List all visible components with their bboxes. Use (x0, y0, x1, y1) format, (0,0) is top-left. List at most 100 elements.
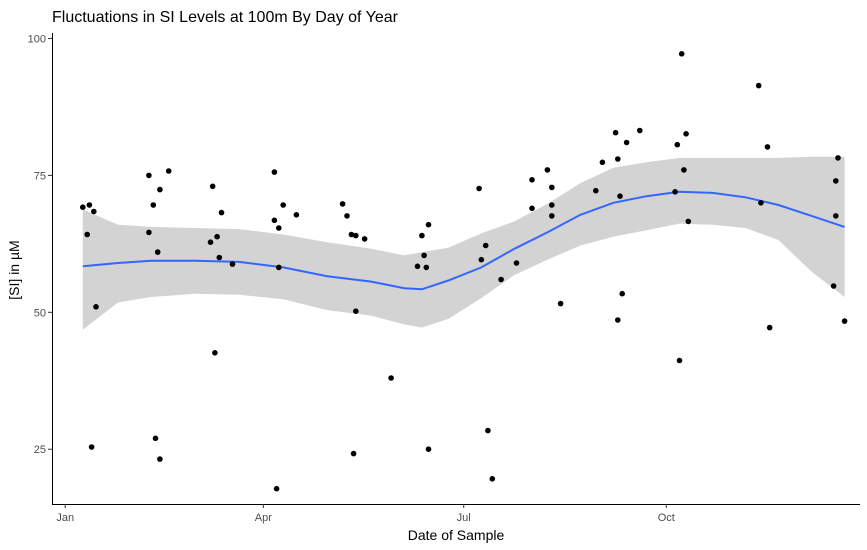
data-point (423, 264, 430, 271)
data-point (678, 51, 685, 57)
data-point (637, 127, 643, 134)
data-point (344, 213, 350, 219)
data-point (150, 202, 157, 208)
data-point (549, 213, 555, 219)
data-point (482, 242, 489, 249)
data-point (350, 450, 357, 457)
data-point (529, 177, 535, 183)
y-tick-label: 25 (34, 444, 46, 456)
data-point (513, 260, 520, 266)
data-point (478, 256, 485, 263)
y-tick-label: 50 (34, 307, 46, 319)
data-point (146, 172, 152, 179)
data-point (84, 231, 90, 238)
data-point (830, 283, 837, 289)
data-point (676, 357, 683, 364)
data-point (529, 205, 535, 212)
data-point (154, 249, 161, 255)
data-point (615, 317, 621, 323)
data-point (280, 202, 287, 208)
data-point (276, 264, 282, 271)
data-point (93, 304, 99, 310)
data-point (764, 144, 771, 150)
data-points-layer (80, 51, 848, 492)
data-point (617, 193, 623, 199)
y-tick-label: 100 (28, 33, 46, 45)
data-point (229, 261, 236, 267)
data-point (157, 186, 163, 193)
data-point (88, 444, 95, 450)
x-axis-title: Date of Sample (408, 527, 505, 543)
data-point (353, 232, 359, 239)
data-point (91, 208, 97, 215)
data-point (212, 350, 218, 356)
data-point (758, 200, 764, 206)
data-point (672, 189, 678, 195)
data-point (207, 239, 214, 245)
x-tick-label: Jul (457, 512, 471, 524)
data-point (421, 252, 427, 259)
confidence-band (82, 156, 845, 330)
data-point (833, 213, 839, 219)
data-point (476, 185, 482, 192)
smooth-line (82, 190, 845, 291)
data-point (271, 217, 278, 224)
smooth-line-layer (82, 190, 845, 291)
y-tick-label: 75 (34, 170, 46, 182)
data-point (273, 485, 280, 492)
data-point (216, 254, 223, 261)
confidence-band-layer (82, 156, 845, 330)
data-point (425, 221, 432, 228)
data-point (619, 290, 625, 297)
data-point (86, 202, 93, 208)
x-tick-label: Apr (255, 512, 272, 524)
data-point (348, 231, 355, 238)
data-point (498, 276, 504, 283)
data-point (599, 159, 606, 166)
data-point (549, 202, 555, 208)
data-point (685, 218, 692, 225)
data-point (485, 427, 491, 434)
data-point (214, 233, 220, 240)
data-point (353, 308, 359, 315)
data-point (683, 131, 689, 137)
data-point (152, 435, 159, 442)
data-point (612, 129, 619, 136)
data-point (339, 201, 346, 207)
data-point (623, 139, 630, 146)
data-point (425, 446, 432, 453)
data-point (835, 155, 841, 161)
data-point (674, 141, 681, 148)
data-point (157, 456, 163, 462)
data-point (209, 183, 216, 190)
data-point (414, 263, 421, 270)
x-tick-label: Jan (56, 512, 74, 524)
x-tick-label: Oct (658, 512, 675, 524)
data-point (218, 209, 225, 216)
data-point (489, 476, 496, 482)
data-point (80, 204, 86, 210)
data-point (544, 167, 551, 173)
data-point (146, 229, 152, 236)
data-point (755, 82, 762, 89)
data-point (271, 169, 278, 175)
data-point (361, 236, 368, 242)
ticks: Jan Apr Jul Oct 25 50 75 100 (28, 33, 675, 524)
data-point (681, 167, 687, 173)
axes (52, 33, 860, 505)
data-point (615, 156, 621, 162)
y-axis-title: [SI] in µM (6, 240, 22, 299)
data-point (293, 212, 300, 218)
data-point (165, 168, 172, 174)
data-point (276, 225, 282, 231)
data-point (841, 318, 848, 324)
data-point (557, 300, 564, 307)
data-point (766, 324, 773, 331)
data-point (549, 184, 555, 191)
data-point (419, 232, 425, 239)
chart-title: Fluctuations in SI Levels at 100m By Day… (52, 9, 399, 26)
data-point (833, 178, 839, 184)
data-point (388, 375, 394, 381)
data-point (593, 187, 599, 194)
